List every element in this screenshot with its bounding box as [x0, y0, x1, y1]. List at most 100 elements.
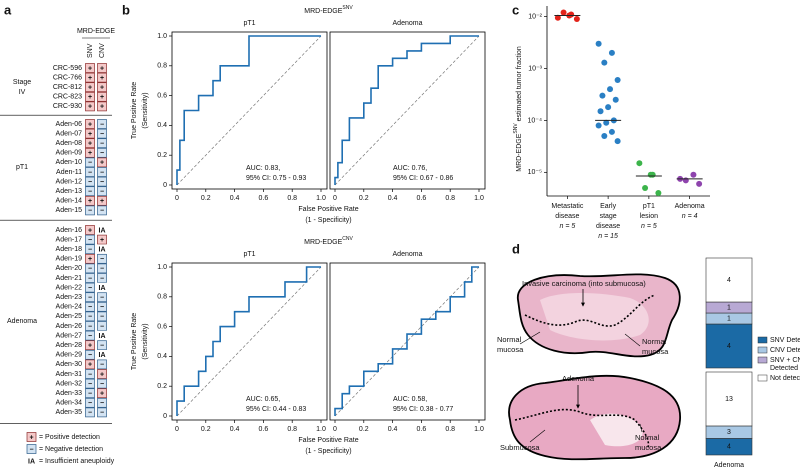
detection-symbol: −	[100, 275, 104, 282]
y-axis-label-sup: SNV	[513, 123, 519, 134]
sample-label: CRC-596	[53, 65, 82, 72]
y-axis-label: (Sensitivity)	[142, 92, 149, 128]
y-tick-label: 0	[163, 413, 167, 420]
detection-symbol: +	[88, 198, 92, 205]
legend-label: = Positive detection	[39, 434, 100, 441]
detection-symbol: +	[88, 131, 92, 138]
sample-label: Aden-09	[56, 150, 83, 157]
data-point	[642, 184, 649, 191]
sample-label: Aden-15	[56, 207, 83, 214]
detection-symbol: −	[88, 323, 92, 330]
detection-symbol: −	[100, 314, 104, 321]
x-tick-label: Metastatic	[551, 203, 583, 210]
detection-cell	[85, 369, 95, 379]
legend-label: Not detected	[770, 375, 800, 382]
detection-cell	[97, 388, 107, 399]
detection-symbol: +	[88, 75, 92, 82]
legend-symbol: +	[29, 434, 33, 441]
chart-title: pT1	[243, 251, 255, 258]
x-tick-label: 0	[175, 195, 179, 202]
sample-label: Aden-14	[56, 198, 83, 205]
detection-symbol: +	[88, 141, 92, 148]
bar-value-label: 4	[727, 444, 731, 451]
detection-cell	[85, 186, 95, 197]
histology-top	[517, 273, 681, 358]
sample-label: Aden-34	[56, 400, 83, 407]
auc-annotation: 95% CI: 0.67 - 0.86	[393, 175, 453, 182]
sample-label: Aden-08	[56, 140, 83, 147]
x-axis-label: (1 - Specificity)	[305, 217, 351, 224]
sample-label: Aden-16	[56, 227, 83, 234]
detection-cell	[85, 282, 95, 293]
data-point	[655, 189, 662, 196]
detection-symbol: −	[100, 323, 104, 330]
x-tick-label: 0.4	[388, 195, 398, 202]
annotation: Submucosa	[500, 443, 540, 452]
detection-cell	[97, 282, 107, 293]
detection-symbol: +	[88, 65, 92, 72]
y-tick-label: 10⁻⁴	[528, 117, 543, 124]
legend-swatch	[26, 444, 37, 454]
auc-annotation: AUC: 0.83,	[246, 165, 280, 172]
detection-cell	[85, 263, 95, 274]
bar-segment	[705, 257, 753, 303]
reference-diagonal	[334, 35, 480, 186]
detection-symbol: +	[88, 85, 92, 92]
detection-cell	[97, 311, 107, 322]
x-tick-label: 0.2	[359, 195, 369, 202]
sample-label: Aden-29	[56, 352, 83, 359]
roc-curve	[176, 35, 321, 185]
sample-label: Aden-35	[56, 409, 83, 416]
detection-symbol: −	[100, 343, 104, 350]
detection-cell	[85, 397, 95, 408]
legend-swatch	[26, 456, 37, 466]
sample-label: Aden-07	[56, 130, 83, 137]
plot-frame	[329, 262, 486, 421]
panel-label: c	[512, 2, 519, 17]
detection-symbol: +	[88, 227, 92, 234]
detection-symbol: −	[100, 381, 104, 388]
detection-cell	[97, 234, 107, 245]
legend-label: CNV Detected	[770, 347, 800, 354]
sample-label: Aden-22	[56, 284, 83, 291]
y-tick-label: 10⁻⁵	[528, 169, 542, 176]
group-label: IV	[19, 89, 26, 96]
x-tick-label: pT1	[643, 203, 655, 210]
detection-cell	[97, 72, 107, 83]
detection-cell	[97, 186, 107, 197]
y-tick-label: 0.2	[157, 152, 167, 159]
x-tick-label: 0.4	[388, 426, 398, 433]
detection-symbol: −	[88, 208, 92, 215]
bar-segment	[705, 371, 753, 427]
detection-symbol: −	[88, 237, 92, 244]
sample-label: Aden-13	[56, 188, 83, 195]
detection-cell	[97, 378, 107, 389]
plot-frame	[171, 31, 328, 190]
data-point	[612, 96, 619, 103]
detection-symbol: −	[88, 285, 92, 292]
detection-symbol: −	[88, 314, 92, 321]
data-point	[560, 9, 567, 16]
annotation: mucosa	[635, 443, 662, 452]
legend-swatch	[26, 432, 37, 442]
y-tick-label: 10⁻³	[528, 65, 542, 72]
detection-cell	[97, 119, 107, 129]
sample-label: Aden-10	[56, 159, 83, 166]
x-tick-label: 0.4	[230, 195, 240, 202]
sample-label: CRC-812	[53, 84, 82, 91]
detection-cell	[97, 91, 107, 102]
detection-symbol: −	[88, 179, 92, 186]
detection-cell	[97, 359, 107, 370]
detection-symbol: −	[100, 189, 104, 196]
data-point	[614, 77, 621, 84]
detection-cell	[97, 349, 107, 360]
x-tick-label: 0	[333, 195, 337, 202]
matrix-header: MRD-EDGE	[77, 28, 115, 35]
roc-curve	[334, 266, 479, 416]
detection-cell	[85, 378, 95, 389]
detection-cell	[97, 147, 107, 158]
super-title-sup: SNV	[342, 5, 353, 11]
x-tick-label: 0.6	[417, 195, 427, 202]
x-tick-label: 0.6	[259, 426, 269, 433]
